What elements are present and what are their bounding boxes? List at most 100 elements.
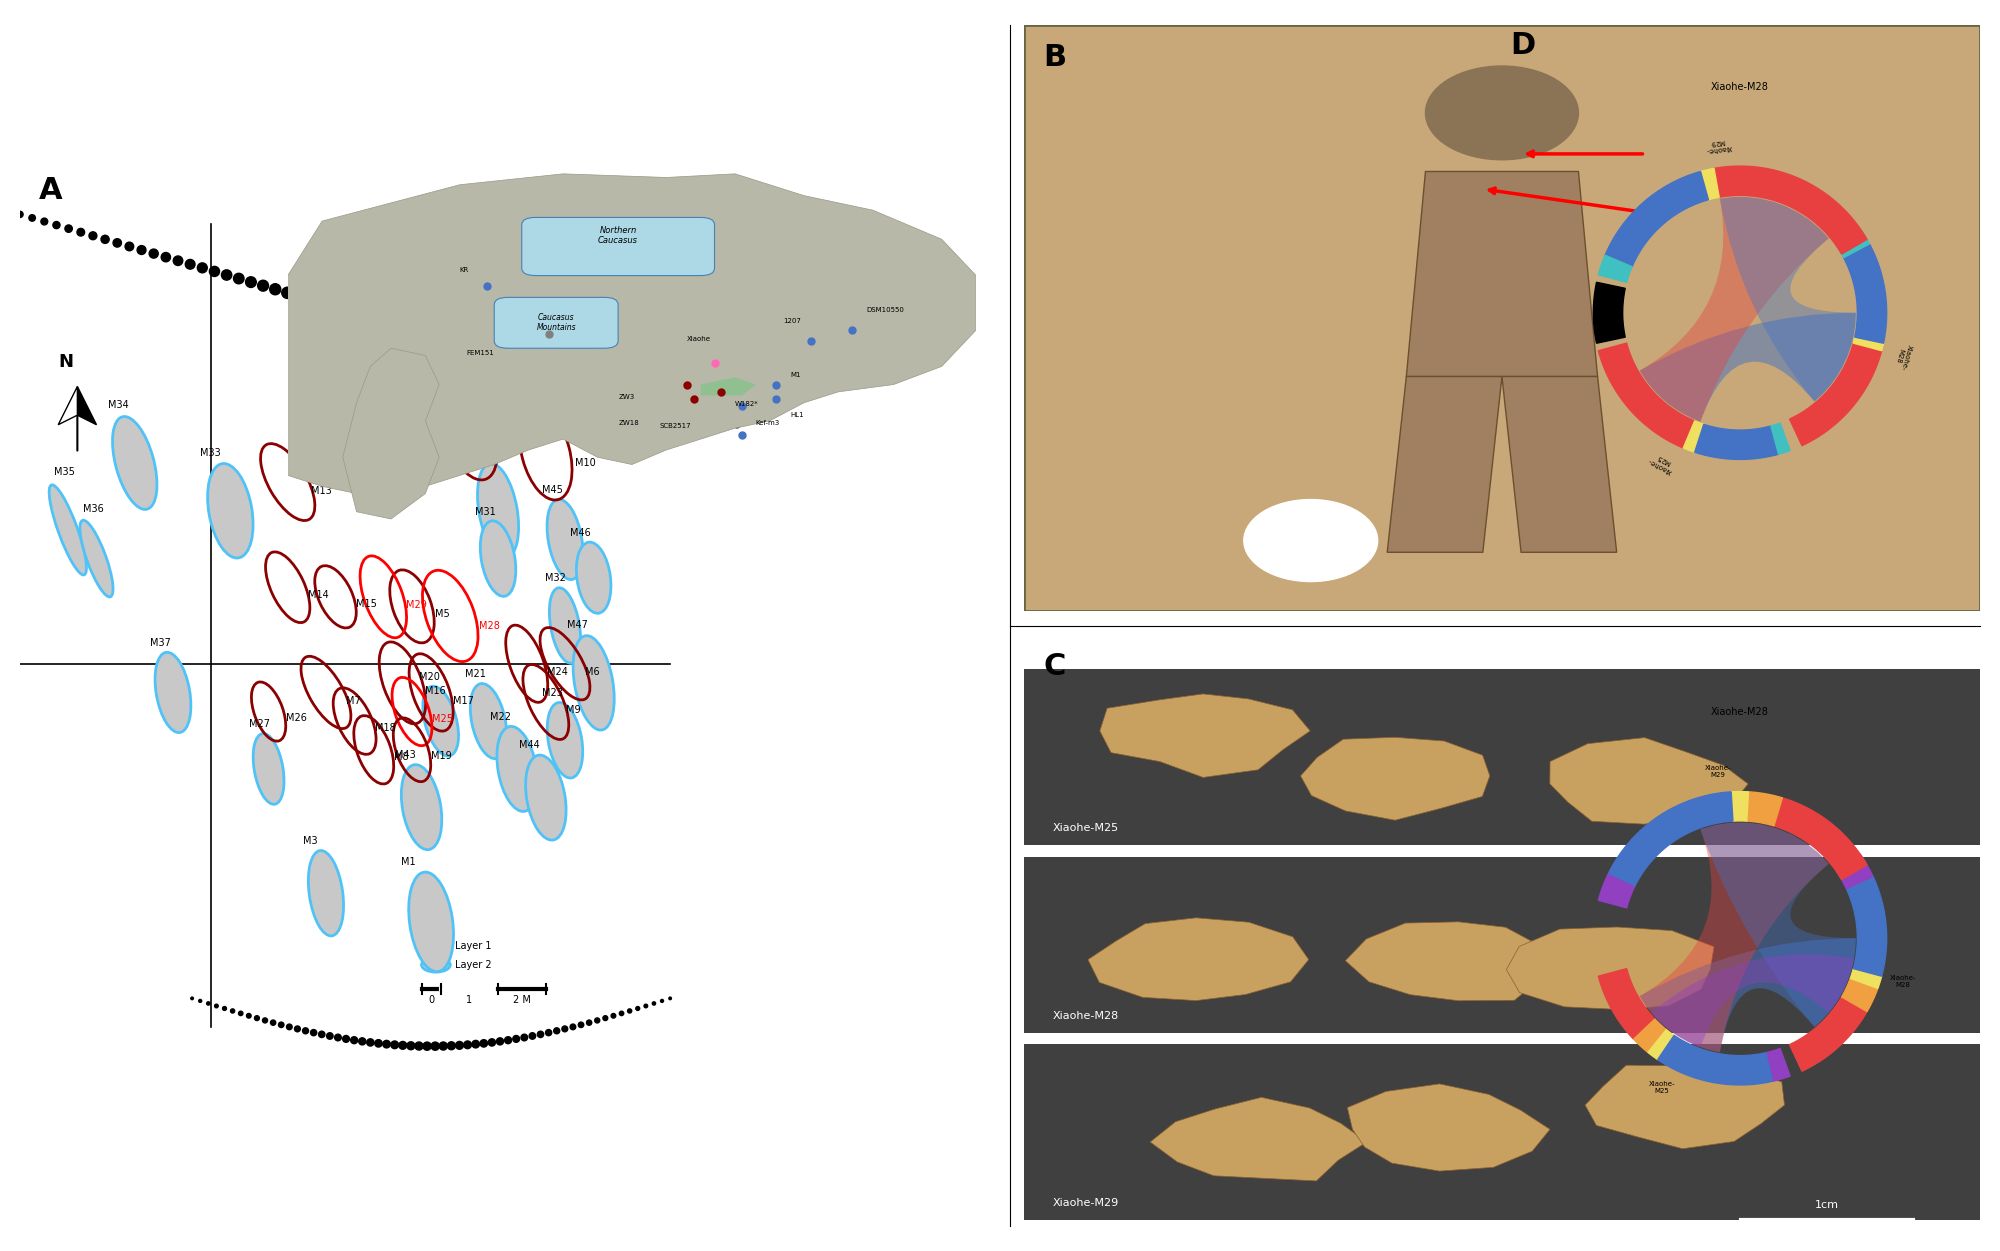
Polygon shape [78, 387, 96, 425]
Point [282, 1018, 314, 1038]
Point [614, 1001, 646, 1021]
Text: Xiaohe-M25: Xiaohe-M25 [1052, 823, 1118, 833]
Polygon shape [1406, 171, 1598, 377]
Text: D: D [1510, 31, 1536, 60]
Point [430, 329, 462, 349]
Point [508, 1027, 540, 1047]
Point [646, 991, 678, 1011]
Polygon shape [1502, 377, 1616, 552]
Polygon shape [1700, 169, 1720, 200]
Polygon shape [1842, 978, 1878, 1012]
Polygon shape [1844, 244, 1886, 343]
Point [378, 1035, 410, 1055]
Polygon shape [1836, 854, 1872, 888]
Polygon shape [58, 387, 78, 425]
Polygon shape [1648, 1030, 1674, 1060]
Bar [1024, 857, 1980, 1032]
Point [566, 1015, 598, 1035]
Point [368, 311, 400, 332]
Point [442, 333, 474, 353]
Point [52, 219, 84, 239]
Text: M37: M37 [150, 638, 170, 648]
Text: M15: M15 [356, 598, 376, 608]
Polygon shape [1608, 792, 1732, 887]
Ellipse shape [480, 520, 516, 597]
Point [210, 265, 242, 285]
Point [684, 404, 716, 424]
Text: M13: M13 [310, 485, 332, 495]
Point [274, 1017, 306, 1037]
PathPatch shape [1640, 198, 1828, 422]
Point [186, 258, 218, 278]
Point [114, 236, 146, 256]
Text: M25: M25 [432, 714, 454, 724]
Point [532, 1022, 564, 1042]
Text: M16: M16 [426, 687, 446, 697]
Ellipse shape [156, 652, 190, 733]
Text: M19: M19 [430, 752, 452, 762]
Point [648, 393, 680, 413]
Polygon shape [1694, 424, 1778, 459]
Point [622, 998, 654, 1018]
Text: M18: M18 [374, 723, 396, 733]
Point [526, 358, 558, 378]
Text: M10: M10 [574, 458, 596, 468]
Point [356, 308, 388, 328]
Point [28, 211, 60, 231]
Point [290, 1021, 322, 1041]
Text: N: N [58, 353, 74, 372]
Point [176, 988, 208, 1008]
Text: M44: M44 [520, 741, 540, 751]
Point [636, 390, 668, 410]
Point [540, 1021, 572, 1041]
Point [428, 1036, 460, 1056]
Ellipse shape [422, 687, 458, 756]
Point [406, 322, 438, 342]
Point [344, 304, 376, 324]
Text: M29: M29 [406, 600, 428, 610]
Point [638, 993, 670, 1013]
PathPatch shape [1640, 823, 1828, 1052]
Point [250, 1011, 282, 1031]
Point [392, 319, 424, 339]
Text: Xiaohe-
M25: Xiaohe- M25 [1648, 1081, 1676, 1095]
Text: M36: M36 [84, 504, 104, 514]
Ellipse shape [112, 417, 156, 509]
Text: M27: M27 [248, 719, 270, 729]
Point [284, 286, 316, 306]
Polygon shape [1746, 792, 1782, 826]
Ellipse shape [478, 464, 518, 558]
Text: M22: M22 [490, 712, 512, 722]
Point [380, 315, 412, 335]
Text: M6: M6 [586, 667, 600, 677]
Text: M26: M26 [286, 713, 306, 723]
Point [444, 1036, 476, 1056]
Point [550, 365, 582, 385]
Point [574, 1012, 606, 1032]
Point [460, 1035, 492, 1055]
Polygon shape [1100, 694, 1310, 777]
PathPatch shape [1700, 823, 1856, 1027]
Polygon shape [1854, 338, 1884, 350]
Point [138, 244, 170, 264]
Bar [1024, 1045, 1980, 1220]
Polygon shape [1606, 171, 1708, 266]
Point [240, 1008, 272, 1028]
Ellipse shape [408, 872, 454, 972]
Text: M11: M11 [498, 439, 518, 449]
Ellipse shape [402, 764, 442, 849]
Point [16, 208, 48, 228]
Point [224, 1003, 256, 1023]
Text: M23: M23 [542, 688, 562, 698]
Ellipse shape [470, 683, 506, 758]
Text: M12: M12 [410, 419, 430, 429]
Point [370, 1035, 402, 1055]
Ellipse shape [548, 499, 582, 579]
Ellipse shape [254, 733, 284, 804]
Point [330, 1028, 362, 1048]
Point [332, 300, 364, 320]
Text: M5: M5 [434, 609, 450, 619]
Point [40, 215, 72, 235]
Point [590, 1008, 622, 1028]
Text: M8: M8 [394, 752, 408, 762]
